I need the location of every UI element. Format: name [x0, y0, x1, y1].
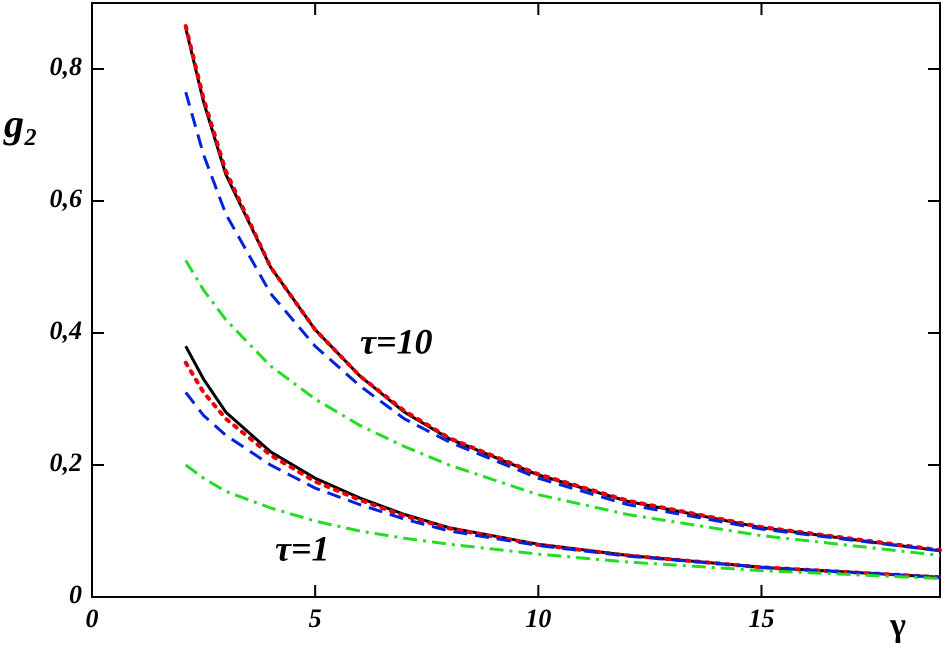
series-line [184, 259, 941, 557]
plot-frame [91, 2, 941, 598]
y-tick-label: 0,6 [50, 184, 83, 213]
x-tick-label: 5 [309, 604, 322, 633]
y-tick-label: 0,4 [50, 316, 83, 345]
series-line [184, 463, 941, 581]
series-line [184, 91, 941, 553]
y-tick-label: 0 [69, 580, 82, 609]
x-axis-label: γ [889, 607, 906, 644]
x-tick-label: 0 [86, 604, 99, 633]
series-line [184, 391, 941, 579]
series-line [183, 24, 942, 553]
y-tick-label: 0,2 [50, 448, 83, 477]
x-tick-label: 15 [748, 604, 774, 633]
y-axis-label: g₂ [3, 101, 38, 146]
annotation: τ=1 [275, 528, 330, 568]
y-tick-label: 0,8 [50, 52, 83, 81]
x-tick-label: 10 [525, 604, 551, 633]
annotation: τ=10 [360, 321, 433, 361]
